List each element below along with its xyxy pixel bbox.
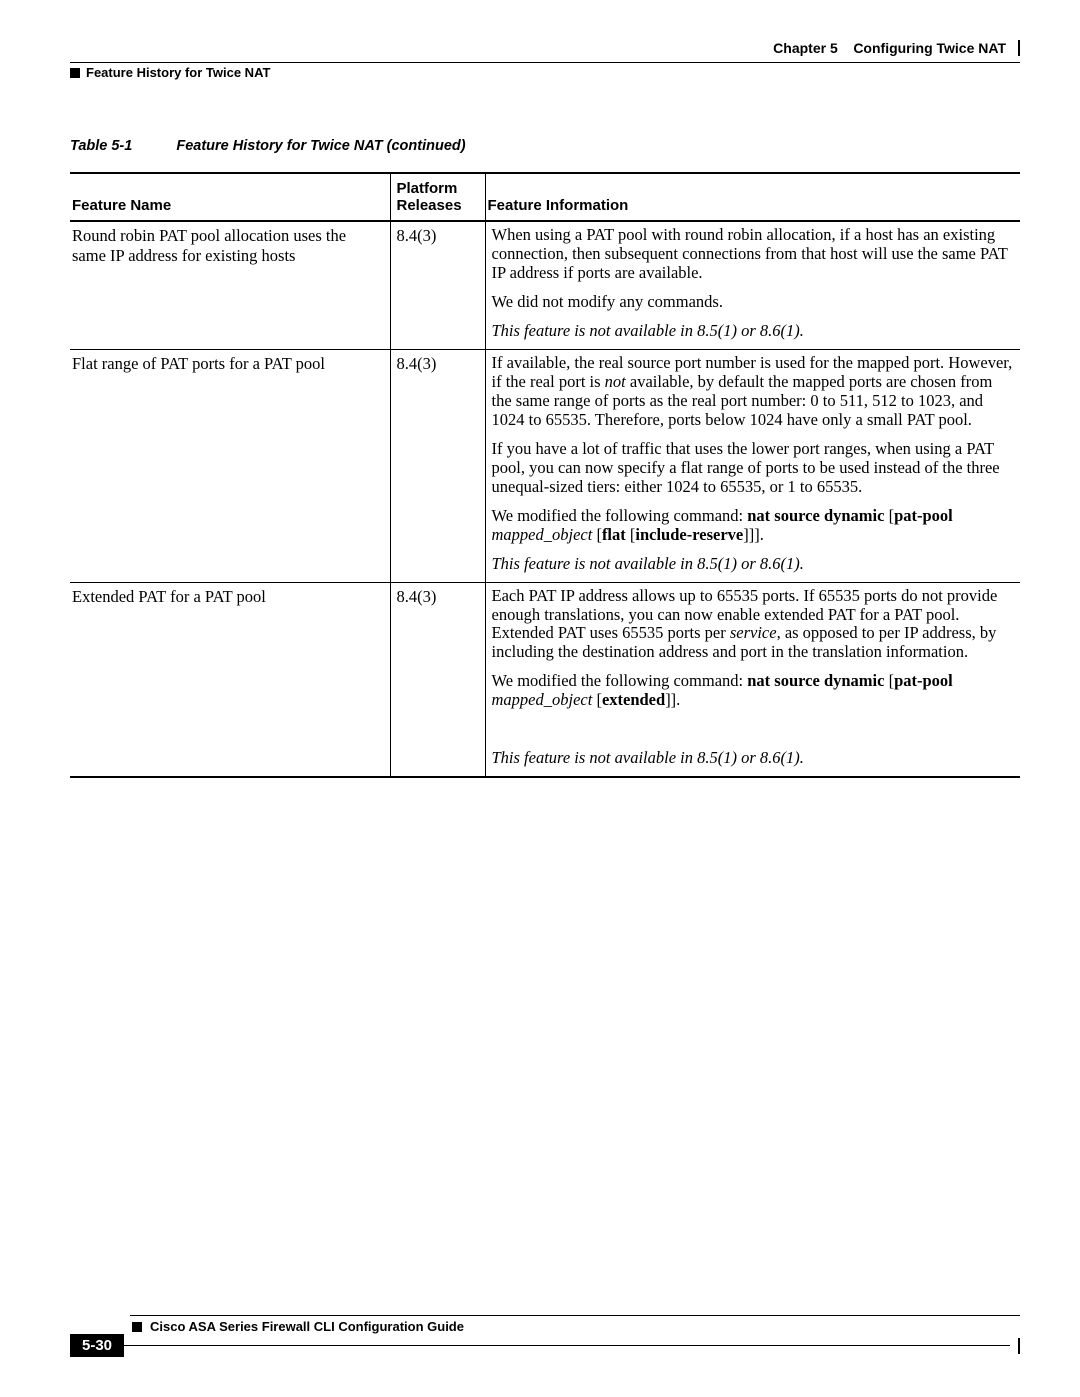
page-number: 5-30	[70, 1334, 124, 1357]
table-header-row: Feature Name Platform Releases Feature I…	[70, 173, 1020, 221]
info-command: We modified the following command: nat s…	[492, 672, 1015, 710]
section-title: Feature History for Twice NAT	[86, 65, 270, 80]
feature-history-table: Feature Name Platform Releases Feature I…	[70, 172, 1020, 778]
header-rule	[70, 62, 1020, 63]
info-paragraph: We did not modify any commands.	[492, 293, 1015, 312]
header-bar-icon	[1018, 40, 1020, 56]
section-header: Feature History for Twice NAT	[70, 65, 1020, 80]
feature-name-cell: Extended PAT for a PAT pool	[70, 582, 390, 777]
col-feature-info: Feature Information	[485, 173, 1020, 221]
page: Chapter 5 Configuring Twice NAT Feature …	[0, 0, 1080, 1397]
table-title: Feature History for Twice NAT (continued…	[176, 138, 465, 154]
info-note: This feature is not available in 8.5(1) …	[492, 322, 1015, 341]
table-number: Table 5-1	[70, 138, 132, 154]
col-feature-name: Feature Name	[70, 173, 390, 221]
square-bullet-icon	[132, 1322, 142, 1332]
info-command: We modified the following command: nat s…	[492, 507, 1015, 545]
spacer	[492, 720, 1015, 739]
col-platform-releases: Platform Releases	[390, 173, 485, 221]
release-cell: 8.4(3)	[390, 221, 485, 349]
info-note: This feature is not available in 8.5(1) …	[492, 749, 1015, 768]
book-title: Cisco ASA Series Firewall CLI Configurat…	[150, 1319, 464, 1334]
release-cell: 8.4(3)	[390, 582, 485, 777]
info-paragraph: When using a PAT pool with round robin a…	[492, 226, 1015, 283]
info-paragraph: If available, the real source port numbe…	[492, 354, 1015, 430]
chapter-label: Chapter 5	[773, 40, 838, 56]
release-cell: 8.4(3)	[390, 349, 485, 582]
info-paragraph: If you have a lot of traffic that uses t…	[492, 440, 1015, 497]
table-row: Extended PAT for a PAT pool 8.4(3) Each …	[70, 582, 1020, 777]
feature-name-cell: Round robin PAT pool allocation uses the…	[70, 221, 390, 349]
chapter-title: Configuring Twice NAT	[853, 40, 1006, 56]
info-note: This feature is not available in 8.5(1) …	[492, 555, 1015, 574]
table-row: Flat range of PAT ports for a PAT pool 8…	[70, 349, 1020, 582]
table-caption: Table 5-1 Feature History for Twice NAT …	[70, 138, 1020, 154]
square-bullet-icon	[70, 68, 80, 78]
running-header: Chapter 5 Configuring Twice NAT	[70, 40, 1020, 56]
feature-name-cell: Flat range of PAT ports for a PAT pool	[70, 349, 390, 582]
feature-info-cell: Each PAT IP address allows up to 65535 p…	[485, 582, 1020, 777]
page-footer: Cisco ASA Series Firewall CLI Configurat…	[70, 1315, 1020, 1357]
feature-info-cell: When using a PAT pool with round robin a…	[485, 221, 1020, 349]
info-paragraph: Each PAT IP address allows up to 65535 p…	[492, 587, 1015, 663]
table-row: Round robin PAT pool allocation uses the…	[70, 221, 1020, 349]
feature-info-cell: If available, the real source port numbe…	[485, 349, 1020, 582]
footer-bar-icon	[1010, 1338, 1020, 1354]
